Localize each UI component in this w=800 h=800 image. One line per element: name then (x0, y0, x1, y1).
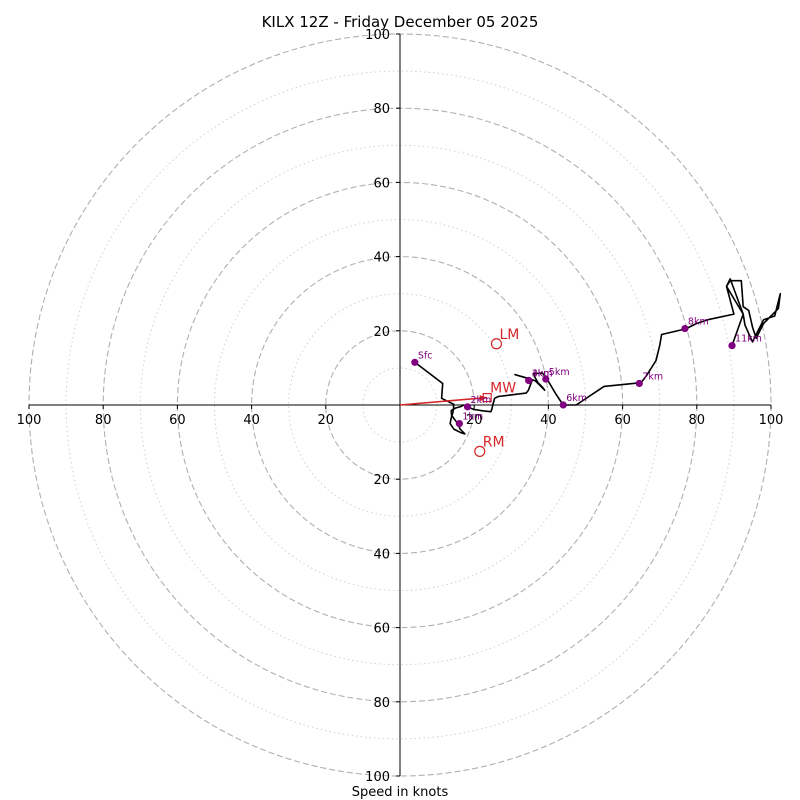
x-tick-label: 20 (466, 413, 483, 428)
height-marker-label: 8km (688, 317, 709, 328)
storm-motion-markers: LM RM MW (399, 327, 519, 457)
height-marker-dot (728, 342, 736, 350)
height-marker-label: Sfc (418, 350, 433, 361)
x-tick-label: 100 (17, 413, 42, 428)
height-marker-label: 2km (471, 395, 492, 406)
height-marker-dot (542, 375, 550, 383)
x-tick-label: 40 (243, 413, 260, 428)
x-tick-label: 60 (169, 413, 186, 428)
y-tick-label: 100 (365, 770, 390, 785)
height-marker-label: 1km (462, 412, 483, 423)
height-marker-dot (411, 358, 419, 366)
height-marker-label: 7km (642, 371, 663, 382)
height-marker-label: 11km (735, 334, 762, 345)
x-tick-label: 100 (759, 413, 784, 428)
y-tick-label: 60 (373, 622, 390, 637)
height-marker-dot (635, 379, 643, 388)
y-tick-label: 20 (373, 473, 390, 488)
x-tick-label: 60 (614, 413, 631, 428)
y-tick-label: 20 (373, 325, 390, 340)
x-tick-label: 20 (318, 413, 335, 428)
storm-motion-lm-marker (490, 338, 503, 350)
storm-motion-label: MW (490, 381, 516, 397)
height-marker-dot (463, 403, 472, 411)
x-tick-label: 80 (689, 413, 706, 428)
y-tick-label: 100 (365, 28, 390, 43)
height-marker-dot (559, 401, 567, 409)
x-tick-label: 40 (540, 413, 557, 428)
x-tick-label: 80 (95, 413, 112, 428)
y-tick-label: 60 (373, 176, 390, 191)
height-marker-label: 5km (549, 367, 570, 378)
height-marker-dot (681, 324, 689, 333)
y-tick-label: 40 (373, 547, 390, 562)
y-tick-label: 80 (373, 696, 390, 711)
tick-labels: 100 100 80 80 60 60 40 40 20 20 20 20 40 40 60 60 80 80 10… (17, 28, 784, 785)
height-marker-dot (525, 376, 533, 385)
mean-wind-vector (399, 396, 488, 406)
y-tick-label: 40 (373, 251, 390, 266)
y-tick-label: 80 (373, 102, 390, 117)
height-marker-dot (455, 419, 463, 428)
height-marker-label: 3km (532, 369, 553, 380)
height-marker-label: 6km (566, 393, 587, 404)
storm-motion-rm-marker (474, 445, 486, 457)
mean-wind-marker (482, 392, 492, 403)
storm-motion-label: LM (499, 327, 519, 343)
storm-motion-label: RM (483, 434, 505, 450)
height-marker-label: 4km (532, 369, 553, 380)
x-axis-label: Speed in knots (352, 785, 449, 800)
chart-title: KILX 12Z - Friday December 05 2025 (262, 13, 539, 31)
